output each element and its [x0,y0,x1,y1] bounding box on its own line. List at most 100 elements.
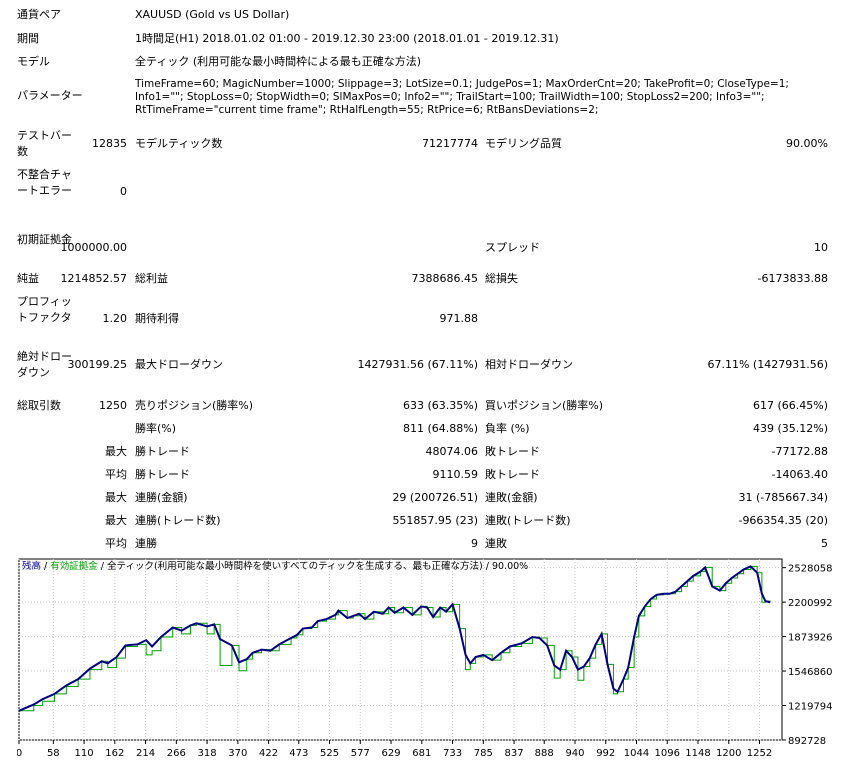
max-prefix-2: 最大 [105,491,127,504]
long-value: 617 (66.45%) [752,399,828,412]
max-cons-profit-value: 551857.95 (23) [392,514,478,527]
params-label: パラメーター [17,89,83,102]
x-tick-label: 266 [167,748,186,759]
gross-loss-label: 総損失 [485,272,518,285]
max-cons-losses-value: 31 (-785667.34) [738,491,828,504]
x-tick-label: 110 [75,748,94,759]
gross-profit-value: 7388686.45 [411,272,478,285]
y-tick-label: 1873926 [788,633,833,644]
balance-chart-svg: 2528058 2200992 1873926 1546860 1219794 89272… [17,558,833,759]
spread-value: 10 [814,241,828,254]
max-cons-wins-label: 連勝(金額) [135,491,188,504]
max-cons-wins-value: 29 (200726.51) [392,491,478,504]
avg-cons-losses-value: 5 [821,537,828,550]
balance-line [18,565,771,712]
legend-sep: / [41,561,51,572]
expected-value: 971.88 [439,312,479,325]
avg-prefix-2: 平均 [105,537,127,550]
largest-win-label: 勝トレード [135,445,190,458]
gross-loss-value: -6173833.88 [757,272,828,285]
quality-label: モデリング品質 [485,137,562,150]
period-value: 1時間足(H1) 2018.01.02 01:00 - 2019.12.30 2… [135,32,559,45]
avg-cons-wins-label: 連勝 [135,537,157,550]
x-tick-label: 525 [320,748,339,759]
x-tick-label: 422 [259,748,278,759]
x-tick-label: 1096 [655,748,680,759]
legend-balance: 残高 [22,561,42,572]
x-tick-label: 733 [443,748,462,759]
gross-profit-label: 総利益 [135,272,168,285]
total-trades-value: 1250 [99,399,127,412]
x-tick-label: 58 [47,748,60,759]
avg-cons-wins-value: 9 [471,537,478,550]
max-dd-label: 最大ドローダウン [135,358,223,371]
win-pct-label: 勝率(%) [135,422,177,435]
total-trades-label: 総取引数 [17,399,61,412]
quality-value: 90.00% [786,137,828,150]
ticks-label: モデルティック数 [135,137,223,150]
x-tick-label: 837 [505,748,524,759]
symbol-label: 通貨ペア [17,8,61,21]
net-label: 純益 [17,272,39,285]
max-cons-profit-label: 連勝(トレード数) [135,514,221,527]
bars-label: テストバー数 [17,129,72,158]
expected-label: 期待利得 [135,312,179,325]
max-cons-loss-value: -966354.35 (20) [738,514,828,527]
x-tick-label: 214 [136,748,155,759]
x-tick-label: 1044 [624,748,649,759]
deposit-value: 1000000.00 [60,241,127,254]
long-label: 買いポジション(勝率%) [485,399,604,412]
spread-label: スプレッド [485,241,540,254]
x-tick-label: 318 [198,748,217,759]
chart-legend: 残高 / 有効証拠金 / 全ティック(利用可能な最小時間枠を使いすべてのティック… [22,561,528,573]
avg-win-label: 勝トレード [135,468,190,481]
period-label: 期間 [17,32,39,45]
max-dd-value: 1427931.56 (67.11%) [357,358,478,371]
short-value: 633 (63.35%) [402,399,478,412]
x-tick-label: 1200 [716,748,741,759]
largest-loss-label: 敗トレード [485,445,540,458]
x-tick-label: 473 [289,748,308,759]
loss-pct-value: 439 (35.12%) [752,422,828,435]
balance-chart: 2528058 2200992 1873926 1546860 1219794 89272… [17,558,844,760]
x-tick-label: 1148 [685,748,710,759]
max-prefix-1: 最大 [105,445,127,458]
mismatch-value: 0 [120,185,127,198]
x-tick-label: 162 [105,748,124,759]
deposit-label: 初期証拠金 [17,233,72,246]
legend-equity: 有効証拠金 [50,561,98,572]
legend-rest: / 全ティック(利用可能な最小時間枠を使いすべてのティックを生成する、最も正確な… [97,561,529,572]
avg-loss-value: -14063.40 [771,468,828,481]
x-tick-label: 1252 [747,748,772,759]
x-tick-label: 370 [228,748,247,759]
symbol-value: XAUUSD (Gold vs US Dollar) [135,8,290,21]
bars-value: 12835 [92,137,127,150]
x-tick-label: 785 [474,748,493,759]
x-tick-label: 992 [596,748,615,759]
rel-dd-value: 67.11% (1427931.56) [707,358,828,371]
model-label: モデル [17,55,50,68]
y-tick-label: 892728 [788,736,826,747]
params-value: TimeFrame=60; MagicNumber=1000; Slippage… [135,78,789,116]
largest-win-value: 48074.06 [425,445,479,458]
x-tick-label: 0 [17,748,22,759]
pf-value: 1.20 [102,312,128,325]
y-tick-label: 1219794 [788,702,833,713]
x-tick-label: 940 [565,748,584,759]
x-tick-label: 629 [381,748,400,759]
x-tick-label: 681 [412,748,431,759]
abs-dd-value: 300199.25 [67,358,128,371]
rel-dd-label: 相対ドローダウン [485,358,573,371]
avg-win-value: 9110.59 [432,468,479,481]
y-tick-label: 1546860 [788,667,833,678]
largest-loss-value: -77172.88 [771,445,828,458]
x-tick-label: 577 [351,748,370,759]
y-tick-label: 2528058 [788,564,833,575]
avg-loss-label: 敗トレード [485,468,540,481]
net-value: 1214852.57 [60,272,127,285]
ticks-value: 71217774 [422,137,478,150]
win-pct-value: 811 (64.88%) [402,422,478,435]
pf-label: プロフィットファクタ [17,295,72,324]
mismatch-label: 不整合チャートエラー [17,168,72,197]
max-prefix-3: 最大 [105,514,127,527]
